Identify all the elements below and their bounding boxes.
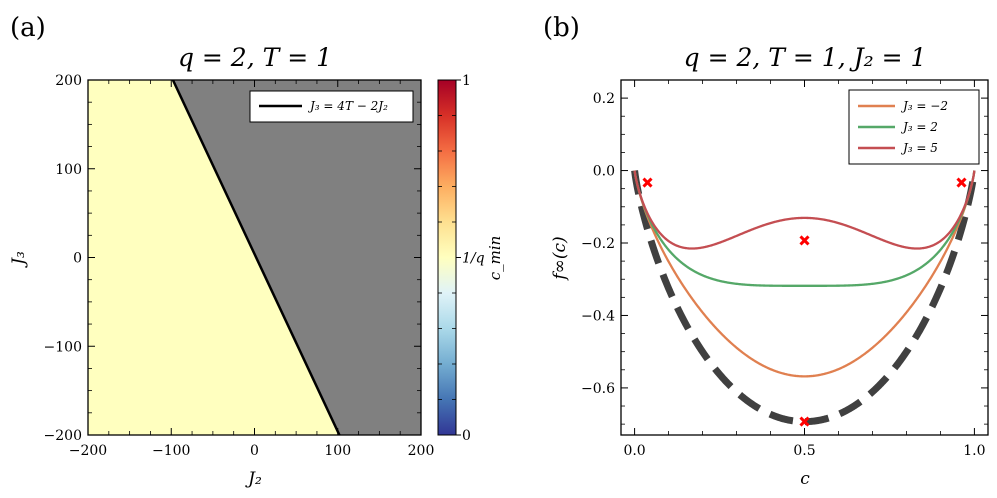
x-tick-label: 0 xyxy=(250,443,259,459)
series-line-J3--2 xyxy=(633,170,976,378)
colorbar-label: c_min xyxy=(486,236,504,281)
x-tick-label: 0.0 xyxy=(623,443,645,459)
legend-label-J3-5: J₃ = 5 xyxy=(900,141,938,155)
marker-stroke xyxy=(956,177,967,188)
x-tick-label: 100 xyxy=(324,443,351,459)
region-gray xyxy=(172,80,421,435)
heatmap-title: q = 2, T = 1 xyxy=(178,43,332,72)
lineplot-area xyxy=(631,170,978,427)
lineplot-legend: J₃ = −2 J₃ = 2 J₃ = 5 xyxy=(848,89,980,165)
minimum-marker xyxy=(642,177,653,188)
marker-stroke xyxy=(642,177,653,188)
series-line-J3-2 xyxy=(633,170,976,287)
lineplot-xlabel: c xyxy=(800,469,810,489)
boundary-line xyxy=(171,80,341,435)
x-tick-label: 200 xyxy=(408,443,435,459)
colorbar-tick-label: 1/q xyxy=(462,251,485,267)
colorbar xyxy=(437,79,457,436)
colorbar-tick-label: 1 xyxy=(462,73,471,89)
heatmap-ticks: −200 −100 0 100 200 −200 −100 0 100 200 xyxy=(44,73,435,459)
y-tick-label: 0.0 xyxy=(593,164,615,180)
lineplot-title: q = 2, T = 1, J₂ = 1 xyxy=(684,43,927,72)
marker-stroke xyxy=(799,416,810,427)
panel-label-b: (b) xyxy=(543,13,580,43)
x-tick-label: −100 xyxy=(152,443,190,459)
y-tick-label: 0 xyxy=(73,251,82,267)
x-tick-label: −200 xyxy=(69,443,107,459)
y-tick-label: −0.2 xyxy=(581,236,615,252)
heatmap-ylabel: J₃ xyxy=(9,251,29,268)
y-tick-label: −0.4 xyxy=(581,308,615,324)
series-line-J3-5 xyxy=(633,170,976,250)
legend-label-J3-2: J₃ = 2 xyxy=(900,120,938,134)
minimum-marker xyxy=(799,416,810,427)
y-tick-label: 200 xyxy=(55,73,82,89)
heatmap-xlabel: J₂ xyxy=(245,469,262,489)
region-cmin-half xyxy=(88,80,340,435)
reference-dashed-curve xyxy=(631,170,978,426)
colorbar-ticks: 0 1/q 1 xyxy=(438,73,485,444)
y-tick-label: 100 xyxy=(55,162,82,178)
lineplot-ticks: 0.0 0.5 1.0 0.2 0.0 −0.2 −0.4 −0.6 xyxy=(581,80,988,459)
y-tick-label: −200 xyxy=(44,428,82,444)
heatmap-regions xyxy=(88,80,421,435)
marker-stroke xyxy=(799,235,810,246)
legend-label-J3--2: J₃ = −2 xyxy=(900,99,948,113)
colorbar-tick-label: 0 xyxy=(462,428,471,444)
minimum-marker xyxy=(956,177,967,188)
lineplot-ylabel: f∞(c) xyxy=(550,236,570,281)
y-tick-label: −100 xyxy=(44,339,82,355)
panel-label-a: (a) xyxy=(10,13,46,43)
y-tick-label: −0.6 xyxy=(581,381,615,397)
minimum-marker xyxy=(799,235,810,246)
x-tick-label: 0.5 xyxy=(793,443,815,459)
heatmap-legend: J₃ = 4T − 2J₂ xyxy=(249,90,414,123)
y-tick-label: 0.2 xyxy=(593,91,615,107)
x-tick-label: 1.0 xyxy=(963,443,985,459)
legend-label-boundary: J₃ = 4T − 2J₂ xyxy=(307,99,388,113)
